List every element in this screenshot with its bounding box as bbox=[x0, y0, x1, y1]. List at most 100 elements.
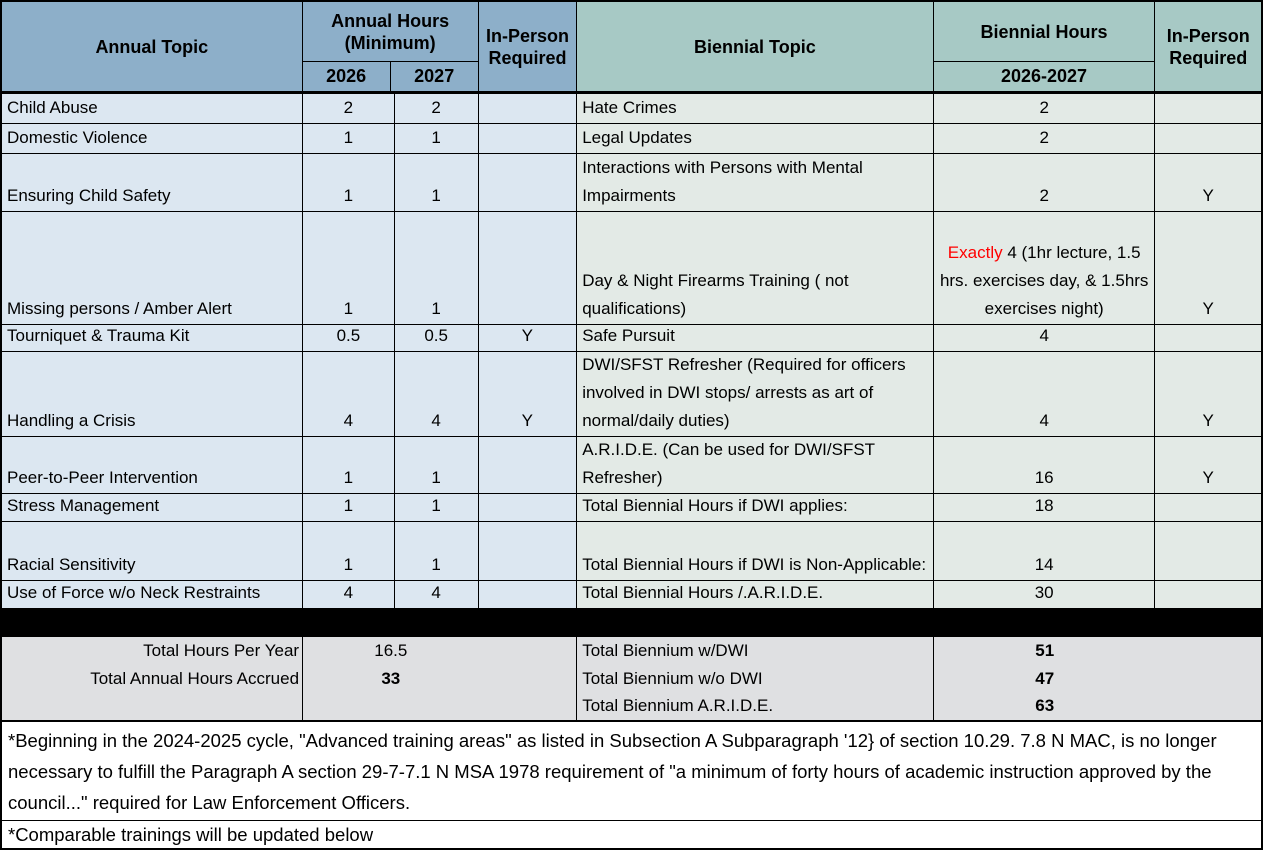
biennial-topic-cell: Hate Crimes bbox=[577, 94, 935, 123]
summary-row: Total Hours Per Year 16.5 Total Biennium… bbox=[2, 637, 1261, 665]
hours-2026-cell: 1 bbox=[303, 437, 395, 493]
summary-value: 47 bbox=[1035, 669, 1055, 688]
summary-spacer bbox=[479, 665, 578, 693]
summary-value: 33 bbox=[381, 669, 401, 688]
table-row: Handling a Crisis 4 4 Y DWI/SFST Refresh… bbox=[2, 352, 1261, 437]
header-biennial-hours-label: Biennial Hours bbox=[933, 2, 1155, 62]
header-annual-topic: Annual Topic bbox=[2, 2, 303, 91]
annual-topic-cell: Tourniquet & Trauma Kit bbox=[2, 325, 304, 351]
summary-spacer bbox=[1155, 637, 1261, 665]
summary-label: Total Biennium w/DWI bbox=[577, 637, 935, 665]
hours-2026-cell: 1 bbox=[303, 124, 395, 153]
annual-topic-cell: Stress Management bbox=[2, 494, 304, 521]
table-row: Use of Force w/o Neck Restraints 4 4 Tot… bbox=[2, 581, 1261, 608]
annual-topic-cell: Child Abuse bbox=[2, 94, 304, 123]
in-person-cell bbox=[478, 94, 578, 123]
biennial-hours-cell: 18 bbox=[934, 494, 1156, 521]
in-person-cell bbox=[478, 437, 578, 493]
table-row: Tourniquet & Trauma Kit 0.5 0.5 Y Safe P… bbox=[2, 325, 1261, 352]
header-annual-hours-label: Annual Hours (Minimum) bbox=[302, 2, 478, 62]
annual-topic-cell: Ensuring Child Safety bbox=[2, 154, 304, 211]
annual-topic-cell: Missing persons / Amber Alert bbox=[2, 212, 304, 324]
biennial-topic-cell: Total Biennial Hours /.A.R.I.D.E. bbox=[577, 581, 935, 608]
hours-2027-cell: 1 bbox=[394, 154, 479, 211]
biennial-hours-cell: 16 bbox=[934, 437, 1156, 493]
biennial-hours-cell: 14 bbox=[934, 522, 1156, 580]
header-year-2027: 2027 bbox=[414, 66, 455, 86]
table-row: Child Abuse 2 2 Hate Crimes 2 bbox=[2, 94, 1261, 124]
biennial-in-person-cell: Y bbox=[1155, 352, 1261, 436]
biennial-in-person-cell: Y bbox=[1155, 154, 1261, 211]
summary-label: Total Biennium w/o DWI bbox=[577, 665, 935, 693]
biennial-topic-cell: Day & Night Firearms Training ( not qual… bbox=[577, 212, 935, 324]
annual-topic-cell: Handling a Crisis bbox=[2, 352, 304, 436]
hours-2026-cell: 1 bbox=[303, 154, 395, 211]
in-person-cell: Y bbox=[478, 352, 578, 436]
hours-2027-cell: 1 bbox=[394, 124, 479, 153]
in-person-cell bbox=[478, 581, 578, 608]
biennial-hours-cell: 30 bbox=[934, 581, 1156, 608]
biennial-topic-cell: Safe Pursuit bbox=[577, 325, 935, 351]
biennial-in-person-cell bbox=[1155, 522, 1261, 580]
footnote-secondary: *Comparable trainings will be updated be… bbox=[8, 824, 374, 845]
hours-2026-cell: 2 bbox=[303, 94, 395, 123]
summary-spacer bbox=[479, 637, 578, 665]
table-row: Ensuring Child Safety 1 1 Interactions w… bbox=[2, 154, 1261, 212]
biennial-hours-cell: 2 bbox=[934, 124, 1156, 153]
in-person-cell bbox=[478, 124, 578, 153]
summary-value: 63 bbox=[1035, 696, 1055, 715]
in-person-cell bbox=[478, 212, 578, 324]
summary-spacer bbox=[479, 693, 578, 720]
annual-topic-cell: Domestic Violence bbox=[2, 124, 304, 153]
header-biennial-hours-group: Biennial Hours 2026-2027 bbox=[933, 2, 1156, 91]
hours-2026-cell: 0.5 bbox=[303, 325, 395, 351]
biennial-in-person-cell bbox=[1155, 94, 1261, 123]
in-person-cell bbox=[478, 494, 578, 521]
hours-2026-cell: 4 bbox=[303, 581, 395, 608]
hours-2027-cell: 0.5 bbox=[394, 325, 479, 351]
hours-2026-cell: 1 bbox=[303, 494, 395, 521]
table-row: Racial Sensitivity 1 1 Total Biennial Ho… bbox=[2, 522, 1261, 581]
hours-2027-cell: 1 bbox=[394, 494, 479, 521]
hours-2027-cell: 1 bbox=[394, 437, 479, 493]
in-person-cell bbox=[478, 522, 578, 580]
table-row: Stress Management 1 1 Total Biennial Hou… bbox=[2, 494, 1261, 522]
in-person-cell bbox=[478, 154, 578, 211]
hours-2027-cell: 1 bbox=[394, 212, 479, 324]
hours-2027-cell: 1 bbox=[394, 522, 479, 580]
biennial-hours-cell: 2 bbox=[934, 94, 1156, 123]
biennial-in-person-cell bbox=[1155, 494, 1261, 521]
summary-spacer bbox=[1155, 665, 1261, 693]
biennial-topic-cell: DWI/SFST Refresher (Required for officer… bbox=[577, 352, 935, 436]
summary-section: Total Hours Per Year 16.5 Total Biennium… bbox=[2, 637, 1261, 722]
header-annual-hours-group: Annual Hours (Minimum) 2026 2027 bbox=[302, 2, 479, 91]
summary-label: Total Hours Per Year bbox=[2, 637, 304, 665]
summary-label: Total Biennium A.R.I.D.E. bbox=[577, 693, 935, 720]
summary-value: 51 bbox=[1035, 641, 1055, 660]
header-year-2026: 2026 bbox=[303, 62, 391, 91]
summary-value bbox=[303, 693, 478, 720]
biennial-topic-cell: Total Biennial Hours if DWI applies: bbox=[577, 494, 935, 521]
header-in-person-right: In-Person Required bbox=[1155, 2, 1261, 91]
footnote-main: *Beginning in the 2024-2025 cycle, "Adva… bbox=[2, 722, 1261, 821]
biennial-in-person-cell bbox=[1155, 124, 1261, 153]
hours-2026-cell: 4 bbox=[303, 352, 395, 436]
summary-row: Total Biennium A.R.I.D.E. 63 bbox=[2, 693, 1261, 720]
annual-topic-cell: Use of Force w/o Neck Restraints bbox=[2, 581, 304, 608]
annual-topic-cell: Peer-to-Peer Intervention bbox=[2, 437, 304, 493]
in-person-cell: Y bbox=[478, 325, 578, 351]
biennial-hours-cell: 2 bbox=[934, 154, 1156, 211]
hours-2027-cell: 4 bbox=[394, 581, 479, 608]
biennial-hours-cell: Exactly 4 (1hr lecture, 1.5 hrs. exercis… bbox=[934, 212, 1156, 324]
header-biennial-topic: Biennial Topic bbox=[577, 2, 934, 91]
hours-2026-cell: 1 bbox=[303, 522, 395, 580]
table-row: Peer-to-Peer Intervention 1 1 A.R.I.D.E.… bbox=[2, 437, 1261, 494]
table-row: Missing persons / Amber Alert 1 1 Day & … bbox=[2, 212, 1261, 325]
summary-label bbox=[2, 693, 304, 720]
annual-topic-cell: Racial Sensitivity bbox=[2, 522, 304, 580]
biennial-in-person-cell: Y bbox=[1155, 437, 1261, 493]
biennial-in-person-cell bbox=[1155, 325, 1261, 351]
hours-2027-cell: 2 bbox=[394, 94, 479, 123]
hours-2026-cell: 1 bbox=[303, 212, 395, 324]
summary-value: 16.5 bbox=[374, 641, 408, 660]
